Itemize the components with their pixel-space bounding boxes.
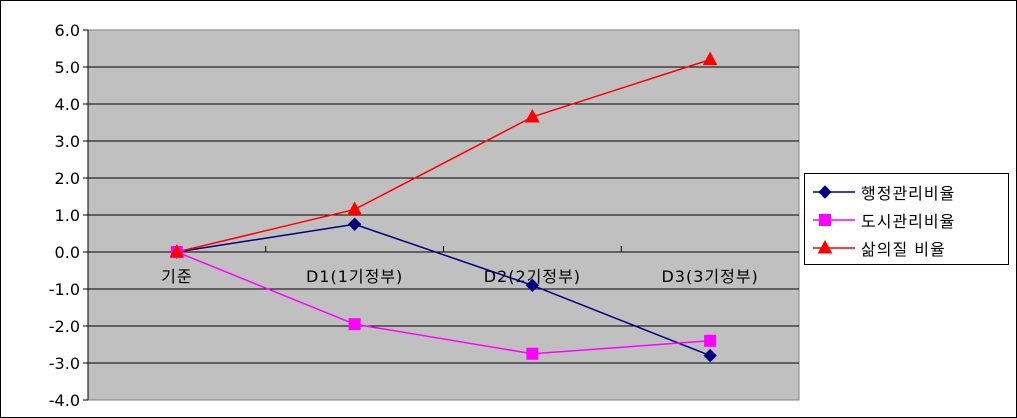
series-line-2 [176,251,711,355]
data-point-3 [702,51,718,66]
y-tick-label: -1.0 [49,280,80,299]
legend-marker [818,185,832,199]
data-point-2 [348,318,361,331]
legend-label: 삶의질 비율 [861,240,946,259]
legend-item-3: 삶의질 비율 [811,236,946,260]
y-tick-label: 2.0 [55,169,80,188]
legend-label: 도시관리비율 [861,212,956,231]
legend-item-2: 도시관리비율 [811,208,955,232]
axes: 6.0 5.0 4.0 3.0 2.0 1.0 0.0 -1.0 -2.0 -3.0 -4.0 기준 D… [49,21,799,410]
x-tick-label: 기준 [161,267,192,286]
y-tick-label: -3.0 [49,354,80,373]
y-tick-label: 4.0 [55,95,80,114]
x-tick-label: D1(1기정부) [306,267,403,286]
legend-marker [819,214,831,226]
legend-label: 행정관리비율 [861,184,956,203]
legend-marker [817,239,833,254]
data-point-2 [704,334,717,347]
data-point-1 [703,348,717,363]
series-line-3 [176,58,711,253]
y-tick-label: -4.0 [49,391,80,410]
data-point-3 [525,108,540,123]
series-lines [169,51,718,363]
y-tick-label: 6.0 [55,21,80,40]
y-tick-label: -2.0 [49,317,80,336]
y-tick-label: 1.0 [55,206,80,225]
data-point-3 [169,243,185,258]
legend-swatch-triangle-icon [813,239,855,254]
data-point-3 [347,201,362,215]
data-point-1 [347,217,362,231]
y-tick-label: 5.0 [55,58,80,77]
legend-swatch-diamond-icon [813,185,855,199]
legend-item-1: 행정관리비율 [811,180,955,204]
x-tick-label: D2(2기정부) [484,267,581,286]
legend-swatch-square-icon [813,214,855,226]
y-tick-label: 3.0 [55,132,80,151]
y-tick-label: 0.0 [55,243,80,262]
series-line-1 [176,223,711,357]
data-point-2 [526,347,539,360]
data-point-1 [525,278,540,293]
x-tick-label: D3(3기정부) [661,267,758,286]
